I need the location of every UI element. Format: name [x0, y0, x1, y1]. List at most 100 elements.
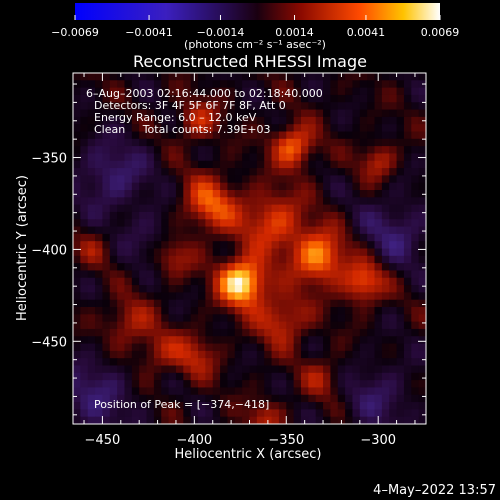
heatmap-cell [300, 190, 309, 198]
heatmap-cell [80, 336, 89, 345]
heatmap-cell [278, 116, 287, 125]
heatmap-cell [212, 168, 221, 176]
heatmap-cell [205, 146, 214, 155]
heatmap-cell [205, 350, 214, 359]
heatmap-cell [271, 226, 280, 235]
heatmap-cell [205, 416, 214, 424]
heatmap-cell [271, 336, 280, 345]
heatmap-cell [337, 94, 346, 103]
heatmap-cell [396, 394, 405, 403]
heatmap-cell [205, 358, 214, 367]
heatmap-cell [293, 416, 302, 424]
heatmap-cell [286, 292, 295, 301]
heatmap-cell [352, 182, 361, 191]
heatmap-cell [168, 138, 177, 147]
heatmap-cell [418, 219, 426, 228]
heatmap-cell [308, 175, 317, 184]
heatmap-cell [374, 285, 383, 293]
heatmap-cell [389, 87, 398, 96]
heatmap-cell [293, 153, 302, 162]
heatmap-cell [139, 343, 148, 352]
heatmap-cell [367, 328, 376, 337]
heatmap-cell [234, 321, 243, 330]
heatmap-cell [396, 248, 405, 257]
heatmap-cell [198, 285, 206, 293]
heatmap-cell [117, 409, 126, 418]
heatmap-cell [153, 394, 162, 403]
heatmap-cell [278, 94, 287, 103]
heatmap-cell [109, 182, 118, 191]
heatmap-cell [205, 307, 214, 315]
heatmap-cell [131, 94, 140, 103]
heatmap-cell [293, 182, 302, 191]
heatmap-cell [205, 190, 214, 198]
heatmap-cell [205, 109, 214, 118]
heatmap-cell [367, 248, 376, 257]
heatmap-cell [256, 402, 265, 410]
heatmap-cell [183, 343, 192, 352]
heatmap-cell [212, 219, 221, 228]
heatmap-cell [102, 321, 111, 330]
heatmap-cell [330, 263, 339, 272]
heatmap-cell [153, 321, 162, 330]
heatmap-cell [109, 343, 118, 352]
x-axis-label: Heliocentric X (arcsec) [175, 447, 322, 462]
heatmap-cell [161, 343, 170, 352]
heatmap-cell [139, 124, 148, 133]
heatmap-cell [293, 87, 302, 96]
heatmap-cell [139, 138, 148, 147]
heatmap-cell [87, 226, 96, 235]
heatmap-cell [330, 226, 339, 235]
heatmap-cell [146, 263, 155, 272]
heatmap-cell [330, 80, 339, 89]
heatmap-cell [323, 292, 331, 301]
heatmap-cell [190, 380, 199, 389]
heatmap-cell [212, 307, 221, 315]
heatmap-cell [161, 248, 170, 257]
heatmap-cell [308, 277, 317, 286]
heatmap-cell [95, 160, 104, 169]
heatmap-cell [102, 394, 111, 403]
heatmap-cell [352, 116, 361, 125]
heatmap-cell [183, 380, 192, 389]
heatmap-cell [102, 131, 111, 140]
heatmap-cell [418, 402, 426, 410]
heatmap-cell [73, 255, 81, 264]
heatmap-cell [345, 277, 354, 286]
heatmap-cell [87, 175, 96, 184]
heatmap-cell [242, 233, 251, 242]
heatmap-cell [315, 116, 324, 125]
heatmap-cell [109, 402, 118, 410]
heatmap-cell [337, 124, 346, 133]
heatmap-cell [367, 365, 376, 374]
heatmap-cell [345, 402, 354, 410]
heatmap-cell [190, 219, 199, 228]
heatmap-cell [403, 409, 412, 418]
heatmap-cell [139, 160, 148, 169]
heatmap-cell [359, 168, 368, 176]
heatmap-cell [139, 248, 148, 257]
heatmap-cell [95, 409, 104, 418]
heatmap-cell [190, 102, 199, 111]
heatmap-cell [411, 394, 420, 403]
heatmap-cell [242, 372, 251, 381]
heatmap-cell [80, 116, 89, 125]
heatmap-cell [242, 94, 251, 103]
heatmap-cell [411, 402, 420, 410]
heatmap-cell [102, 402, 111, 410]
heatmap-cell [367, 80, 376, 89]
heatmap-cell [146, 94, 155, 103]
heatmap-cell [352, 416, 361, 424]
heatmap-cell [367, 73, 376, 81]
heatmap-cell [161, 365, 170, 374]
heatmap-cell [345, 299, 354, 308]
heatmap-cell [227, 190, 236, 198]
heatmap-cell [330, 197, 339, 206]
heatmap-cell [95, 292, 104, 301]
heatmap-cell [212, 314, 221, 323]
heatmap-cell [256, 314, 265, 323]
heatmap-cell [374, 109, 383, 118]
heatmap-cell [271, 314, 280, 323]
heatmap-cell [139, 358, 148, 367]
heatmap-cell [337, 372, 346, 381]
